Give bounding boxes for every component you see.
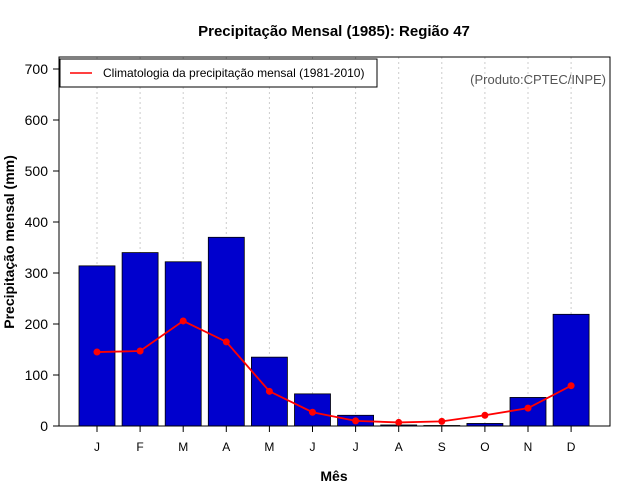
x-tick-label: N bbox=[524, 440, 533, 454]
climatology-line bbox=[96, 319, 572, 424]
y-tick-label: 200 bbox=[25, 316, 49, 332]
climatology-point-4 bbox=[222, 338, 230, 346]
bar-1 bbox=[78, 265, 116, 427]
climatology-point-5 bbox=[265, 387, 273, 395]
y-tick-label: 700 bbox=[25, 61, 49, 77]
y-tick-label: 100 bbox=[25, 367, 49, 383]
y-tick-label: 0 bbox=[40, 418, 48, 434]
climatology-point-9 bbox=[438, 417, 446, 425]
y-tick-label: 300 bbox=[25, 265, 49, 281]
y-axis: 0 100 200 300 400 500 600 700 bbox=[25, 61, 59, 434]
bar-4 bbox=[207, 236, 245, 427]
bar-2 bbox=[121, 252, 159, 427]
legend-label: Climatologia da precipitação mensal (198… bbox=[103, 66, 364, 80]
x-tick-label: A bbox=[222, 440, 230, 454]
x-tick-label: J bbox=[353, 440, 359, 454]
credit-text: (Produto:CPTEC/INPE) bbox=[470, 72, 606, 87]
climatology-series bbox=[93, 317, 575, 426]
y-axis-label: Precipitação mensal (mm) bbox=[1, 155, 17, 329]
bar-series bbox=[78, 236, 590, 427]
climatology-point-8 bbox=[395, 418, 403, 426]
bar-12 bbox=[552, 313, 590, 427]
y-tick-label: 400 bbox=[25, 214, 49, 230]
gridlines bbox=[96, 57, 572, 426]
climatology-point-3 bbox=[179, 317, 187, 325]
x-tick-label: M bbox=[178, 440, 188, 454]
x-tick-label: O bbox=[480, 440, 489, 454]
y-tick-label: 600 bbox=[25, 112, 49, 128]
x-tick-label: J bbox=[310, 440, 316, 454]
plot-frame bbox=[58, 56, 611, 427]
x-tick-label: M bbox=[264, 440, 274, 454]
x-tick-label: D bbox=[567, 440, 576, 454]
x-tick-label: F bbox=[136, 440, 143, 454]
x-tick-label: S bbox=[438, 440, 446, 454]
x-axis-label: Mês bbox=[320, 468, 347, 484]
climatology-point-1 bbox=[93, 348, 101, 356]
legend: Climatologia da precipitação mensal (198… bbox=[59, 58, 378, 88]
climatology-point-10 bbox=[481, 411, 489, 419]
climatology-point-11 bbox=[524, 404, 532, 412]
bar-3 bbox=[164, 261, 202, 427]
climatology-point-7 bbox=[352, 417, 360, 425]
x-tick-label: A bbox=[395, 440, 403, 454]
y-tick-label: 500 bbox=[25, 163, 49, 179]
chart-title: Precipitação Mensal (1985): Região 47 bbox=[198, 23, 470, 40]
x-tick-label: J bbox=[94, 440, 100, 454]
legend-box bbox=[59, 58, 378, 88]
climatology-point-2 bbox=[136, 347, 144, 355]
climatology-point-12 bbox=[567, 382, 575, 390]
climatology-point-6 bbox=[309, 408, 316, 416]
